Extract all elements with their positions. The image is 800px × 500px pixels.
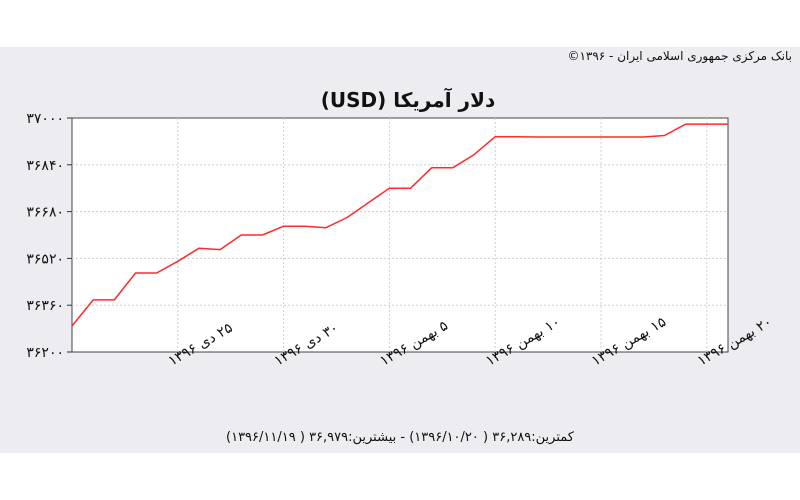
y-tick-label: ۳۶۸۴۰ xyxy=(26,158,64,174)
y-tick-label: ۳۶۶۸۰ xyxy=(26,205,64,221)
chart-title: دلار آمریکا (USD) xyxy=(320,88,496,112)
copyright-text: بانک مرکزی جمهوری اسلامی ایران - ۱۳۹۶© xyxy=(567,49,792,63)
plot-area xyxy=(71,117,729,353)
y-tick-label: ۳۶۳۶۰ xyxy=(26,298,64,314)
y-tick-label: ۳۶۲۰۰ xyxy=(26,345,64,361)
y-tick-label: ۳۶۵۲۰ xyxy=(26,251,64,267)
y-tick-label: ۳۷۰۰۰ xyxy=(26,111,64,127)
min-max-summary: کمترین:۳۶,۲۸۹ ( ۱۳۹۶/۱۰/۲۰) - بیشترین:۳۶… xyxy=(226,430,574,445)
series-line xyxy=(71,123,728,327)
